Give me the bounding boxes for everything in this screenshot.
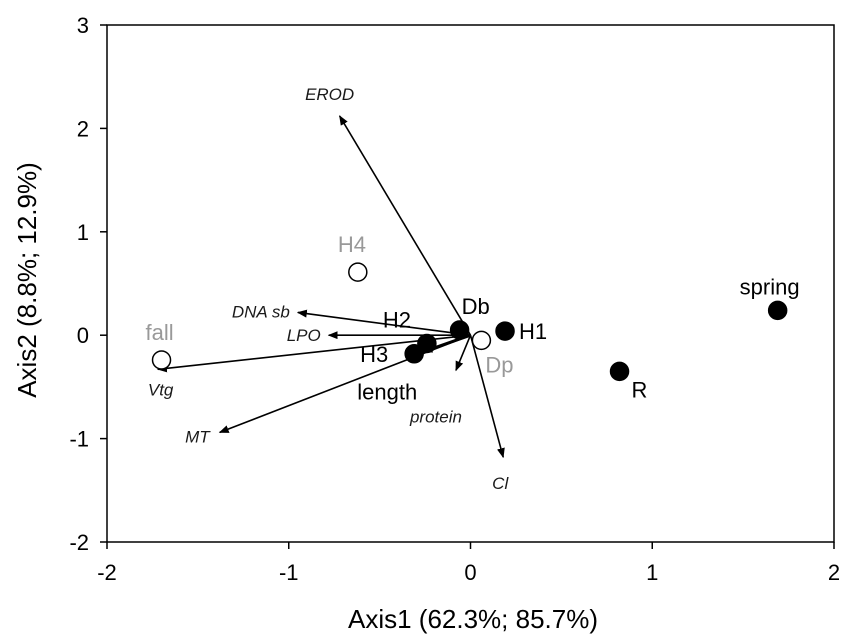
point-label: H2	[383, 307, 411, 332]
y-tick-label: 2	[77, 116, 89, 141]
data-point	[417, 333, 437, 354]
data-point	[151, 350, 172, 370]
arrow-label: EROD	[305, 85, 354, 104]
arrow-label: LPO	[287, 326, 321, 345]
y-axis-title: Axis2 (8.8%; 12.9%)	[12, 162, 42, 398]
x-tick-label: -2	[97, 560, 117, 585]
x-tick-label: 2	[828, 560, 840, 585]
data-point	[609, 361, 630, 382]
x-tick-label: 0	[464, 560, 476, 585]
data-point	[767, 300, 788, 321]
arrow-label: protein	[409, 407, 462, 426]
point-label: R	[632, 377, 648, 402]
point-label: H3	[360, 342, 388, 367]
loading-arrow	[455, 334, 472, 372]
loading-arrow	[469, 334, 505, 459]
point-label: H1	[519, 319, 547, 344]
arrow-label: Vtg	[148, 380, 174, 399]
point-label: Db	[462, 294, 490, 319]
x-tick-label: -1	[279, 560, 299, 585]
data-point	[449, 320, 470, 340]
arrow-label: DNA sb	[232, 302, 290, 321]
data-point	[471, 330, 492, 351]
y-tick-label: 1	[77, 220, 89, 245]
x-axis-title: Axis1 (62.3%; 85.7%)	[348, 604, 598, 634]
plot-frame	[106, 24, 835, 543]
point-label: fall	[146, 320, 174, 345]
y-tick-label: 3	[77, 13, 89, 38]
arrow-label: Cl	[492, 474, 509, 493]
x-tick-label: 1	[646, 560, 658, 585]
arrow-label: MT	[185, 427, 211, 446]
point-label: H4	[338, 232, 366, 257]
point-label: Dp	[485, 352, 513, 377]
y-tick-label: -1	[69, 427, 89, 452]
arrow-label: length	[357, 380, 417, 405]
data-point	[495, 321, 515, 341]
data-point	[348, 262, 368, 282]
loading-arrow	[296, 309, 471, 336]
y-tick-label: -2	[69, 530, 89, 555]
data-point	[404, 344, 424, 364]
point-label: spring	[740, 274, 800, 299]
y-tick-label: 0	[77, 323, 89, 348]
loading-arrow	[338, 115, 472, 336]
